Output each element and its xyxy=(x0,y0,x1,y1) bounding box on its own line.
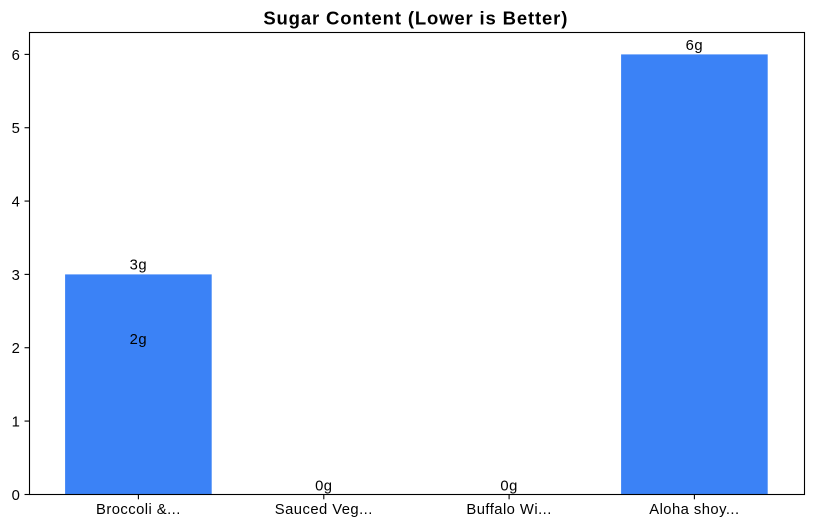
svg-text:0g: 0g xyxy=(500,479,517,495)
svg-text:Broccoli &...: Broccoli &... xyxy=(96,502,181,518)
svg-text:2: 2 xyxy=(12,341,20,357)
svg-text:0: 0 xyxy=(12,488,20,504)
svg-text:Aloha shoy...: Aloha shoy... xyxy=(649,502,739,518)
svg-text:2g: 2g xyxy=(130,332,147,348)
svg-text:Sauced Veg...: Sauced Veg... xyxy=(275,502,373,518)
svg-text:Buffalo Wi...: Buffalo Wi... xyxy=(466,502,551,518)
svg-text:Sugar Content (Lower is Better: Sugar Content (Lower is Better) xyxy=(263,7,568,28)
svg-text:5: 5 xyxy=(12,121,20,137)
svg-text:6: 6 xyxy=(12,48,20,64)
svg-text:3g: 3g xyxy=(130,258,147,274)
svg-text:3: 3 xyxy=(12,268,20,284)
svg-text:0g: 0g xyxy=(315,479,332,495)
svg-text:1: 1 xyxy=(12,415,20,431)
svg-text:6g: 6g xyxy=(686,38,703,54)
svg-text:4: 4 xyxy=(12,195,20,211)
